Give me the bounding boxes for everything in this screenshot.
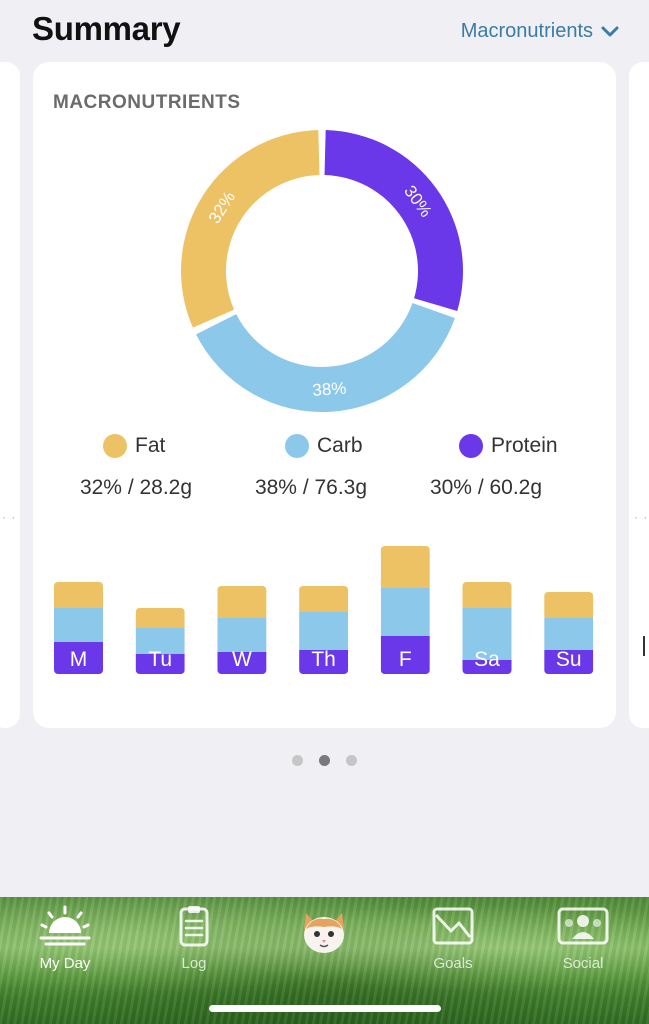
bar-segment-f-fat xyxy=(380,546,430,588)
bar-segment-tu-carb xyxy=(135,628,185,654)
tab-label-goals: Goals xyxy=(433,955,473,972)
legend-dot-protein xyxy=(459,434,483,458)
home-indicator xyxy=(209,1005,441,1012)
tab-label-my-day: My Day xyxy=(39,955,91,972)
cat-avatar-icon xyxy=(304,913,344,953)
previous-card-edge: · · xyxy=(2,510,17,524)
bar-segment-su-carb xyxy=(544,618,594,650)
bar-segment-tu-fat xyxy=(135,608,185,628)
bar-segment-f-protein xyxy=(380,636,430,674)
bar-segment-w-fat xyxy=(217,586,267,618)
bar-segment-m-protein xyxy=(54,642,103,674)
bar-segment-th-protein xyxy=(299,650,349,674)
tab-social[interactable]: Social xyxy=(528,903,638,983)
legend-label-fat: Fat xyxy=(135,434,166,457)
legend-value-fat: 32% / 28.2g xyxy=(79,476,193,499)
legend-fat: Fat xyxy=(103,434,165,458)
bar-m[interactable]: M xyxy=(54,582,103,674)
macronutrients-card: MACRONUTRIENTS 32% 30% 38% Fat Carb Protei… xyxy=(33,62,616,728)
chevron-down-icon xyxy=(601,26,619,36)
legend-value-carb: 38% / 76.3g xyxy=(254,476,368,499)
donut-slice-protein xyxy=(324,130,463,312)
bar-segment-f-carb xyxy=(380,588,430,636)
macronutrients-donut-chart: 32% 30%38% xyxy=(181,130,463,412)
bar-segment-w-protein xyxy=(217,652,267,674)
bar-w[interactable]: W xyxy=(217,586,267,674)
page-dot-3[interactable] xyxy=(346,755,357,766)
clipboard-icon xyxy=(179,906,209,947)
donut-slice-carb xyxy=(196,303,455,412)
legend-protein: Protein xyxy=(459,434,558,458)
legend-carb: Carb xyxy=(285,434,363,458)
bar-sa[interactable]: Sa xyxy=(462,582,512,674)
tab-label-log: Log xyxy=(181,955,207,972)
donut-label-carb: 38% xyxy=(312,379,347,400)
social-people-icon xyxy=(557,907,609,945)
bar-segment-su-fat xyxy=(544,592,594,618)
macronutrients-selector[interactable]: Macronutrients xyxy=(461,20,619,43)
next-card-edge: · · xyxy=(634,510,649,524)
bar-segment-m-fat xyxy=(54,582,103,608)
next-card[interactable] xyxy=(629,62,649,728)
tab-log[interactable]: Log xyxy=(139,903,249,983)
page-dot-1[interactable] xyxy=(292,755,303,766)
sunrise-icon xyxy=(39,905,91,946)
bar-f[interactable]: F xyxy=(380,546,430,674)
legend-dot-carb xyxy=(285,434,309,458)
bar-label-su: Su xyxy=(556,648,582,671)
legend-value-protein: 30% / 60.2g xyxy=(429,476,543,499)
bar-label-th: Th xyxy=(311,648,336,671)
bar-label-sa: Sa xyxy=(474,648,500,671)
bar-segment-tu-protein xyxy=(135,654,185,674)
donut-slice-fat xyxy=(181,130,320,328)
bar-segment-sa-fat xyxy=(462,582,512,608)
bar-th[interactable]: Th xyxy=(299,586,349,674)
bar-segment-w-carb xyxy=(217,618,267,652)
next-card-mark xyxy=(643,636,645,656)
tab-label-social: Social xyxy=(562,955,604,972)
tab-my-day[interactable]: My Day xyxy=(10,903,120,983)
bar-label-m: M xyxy=(70,648,88,671)
tab-pet[interactable] xyxy=(269,903,379,983)
bar-label-w: W xyxy=(232,648,252,671)
legend-label-protein: Protein xyxy=(491,434,558,457)
legend-label-carb: Carb xyxy=(317,434,363,457)
bar-segment-m-carb xyxy=(54,608,103,642)
weekly-macros-bar-chart: M Tu W Th F Sa Su xyxy=(54,546,594,674)
bar-label-tu: Tu xyxy=(148,648,172,671)
header: Summary Macronutrients xyxy=(0,0,649,64)
tab-bar: My Day Log Goals xyxy=(0,897,649,1024)
bar-segment-sa-protein xyxy=(462,660,512,674)
bar-tu[interactable]: Tu xyxy=(135,608,185,674)
page-indicator xyxy=(292,755,357,766)
bar-segment-sa-carb xyxy=(462,608,512,660)
bar-segment-th-fat xyxy=(299,586,349,612)
selector-label: Macronutrients xyxy=(460,20,593,42)
bar-segment-th-carb xyxy=(299,612,349,650)
legend-dot-fat xyxy=(103,434,127,458)
tab-goals[interactable]: Goals xyxy=(398,903,508,983)
bar-segment-su-protein xyxy=(544,650,594,674)
page-title: Summary xyxy=(32,10,181,47)
bar-label-f: F xyxy=(399,648,412,671)
chart-goals-icon xyxy=(432,907,474,945)
previous-card[interactable] xyxy=(0,62,20,728)
page-dot-2[interactable] xyxy=(319,755,330,766)
bar-su[interactable]: Su xyxy=(544,592,594,674)
card-title: MACRONUTRIENTS xyxy=(53,92,241,113)
